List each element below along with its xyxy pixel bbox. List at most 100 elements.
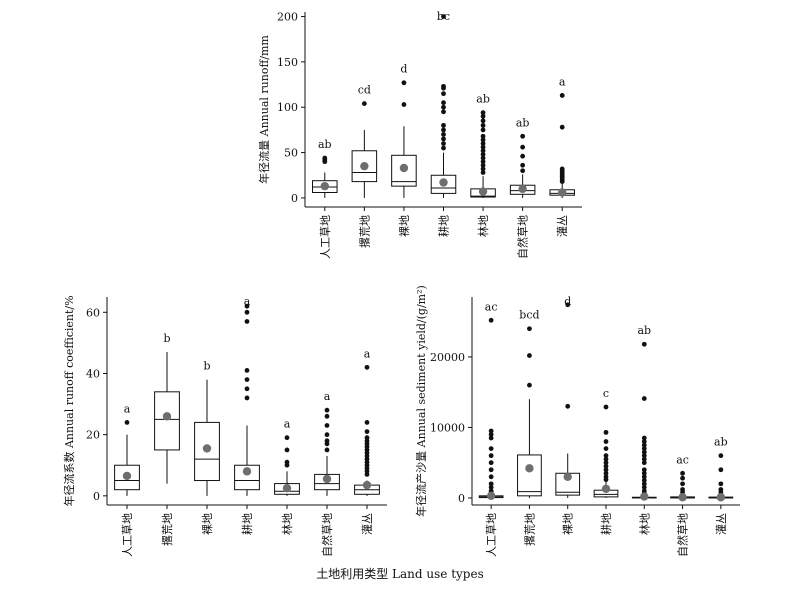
outlier-point: [441, 109, 446, 115]
outlier-point: [244, 386, 250, 392]
category-label: 林地: [476, 215, 490, 237]
box-3: d: [391, 63, 417, 198]
outlier-point: [603, 446, 609, 451]
category-label: 撂荒地: [522, 513, 536, 546]
y-tick-label: 0: [458, 492, 465, 505]
outlier-point: [324, 438, 330, 444]
outlier-point: [603, 463, 609, 469]
outlier-point: [488, 467, 494, 473]
outlier-point: [488, 432, 494, 437]
outlier-point: [441, 104, 446, 110]
box-4: bc: [430, 10, 457, 198]
outlier-point: [641, 456, 647, 462]
box-6: ac: [670, 453, 695, 502]
outlier-point: [480, 166, 486, 172]
runoff-panel: 0 50 100 150 200 年径流量 Annual runoff/mm 人工草地 ab 撂…: [257, 10, 582, 259]
outlier-point: [603, 456, 609, 462]
outlier-point: [641, 481, 647, 487]
outlier-point: [680, 481, 685, 487]
outlier-point: [488, 453, 494, 459]
y-tick-label: 20: [86, 429, 100, 442]
outlier-point: [480, 137, 486, 143]
outlier-point: [324, 432, 330, 438]
outlier-point: [441, 141, 446, 146]
outlier-point: [603, 474, 609, 480]
mean-point: [282, 483, 292, 493]
mean-point: [518, 184, 527, 194]
outlier-point: [480, 110, 486, 116]
outlier-point: [603, 467, 609, 473]
significance-letter: bcd: [519, 309, 539, 322]
outlier-point: [364, 420, 370, 425]
outlier-point: [480, 159, 486, 165]
category-label: 裸地: [200, 513, 214, 535]
box-1: ac: [478, 300, 504, 501]
outlier-point: [641, 341, 647, 347]
category-label: 裸地: [397, 215, 411, 237]
outlier-point: [641, 442, 647, 448]
outlier-point: [520, 168, 526, 174]
category-label: 自然草地: [516, 215, 530, 259]
outlier-point: [718, 453, 724, 459]
significance-letter: ab: [318, 138, 332, 151]
outlier-point: [441, 91, 446, 97]
outlier-point: [718, 487, 724, 492]
outlier-point: [480, 151, 486, 157]
outlier-point: [480, 155, 486, 161]
category-label: 撂荒地: [357, 215, 371, 248]
y-axis-label: 年径流系数 Annual runoff coefficient/%: [62, 295, 76, 506]
outlier-point: [488, 435, 494, 441]
outlier-point: [124, 420, 130, 425]
outlier-point: [441, 132, 446, 137]
outlier-point: [641, 470, 647, 476]
mean-point: [478, 187, 488, 196]
outlier-point: [603, 404, 609, 410]
box-3: d: [555, 295, 581, 498]
outlier-point: [480, 133, 486, 139]
x-axis-label: 土地利用类型 Land use types: [316, 567, 484, 581]
box-7: ab: [708, 436, 734, 502]
box-6: ab: [509, 116, 536, 198]
category-label: 人工草地: [121, 513, 134, 557]
outlier-point: [603, 429, 609, 435]
box-4: a: [234, 295, 260, 496]
category-label: 自然草地: [320, 513, 334, 557]
outlier-point: [441, 83, 446, 89]
category-label: 撂荒地: [160, 513, 174, 546]
outlier-point: [565, 403, 571, 409]
outlier-point: [641, 484, 647, 490]
significance-letter: a: [364, 347, 371, 360]
box-6: a: [314, 390, 340, 496]
significance-letter: ab: [516, 116, 530, 129]
significance-letter: a: [559, 75, 566, 88]
significance-letter: a: [124, 402, 131, 415]
outlier-point: [680, 470, 685, 476]
y-tick-label: 0: [93, 490, 100, 503]
box-iqr: [154, 391, 180, 451]
box-iqr: [430, 174, 457, 194]
mean-point: [716, 493, 726, 502]
category-label: 灌丛: [715, 513, 728, 535]
significance-letter: a: [324, 390, 331, 403]
outlier-point: [603, 439, 609, 444]
box-iqr: [517, 454, 542, 497]
outlier-point: [559, 166, 565, 172]
significance-letter: c: [603, 387, 609, 400]
category-label: 林地: [637, 513, 651, 535]
box-5: ab: [470, 93, 496, 198]
mean-point: [399, 163, 409, 173]
box-iqr: [114, 464, 140, 491]
y-tick-label: 40: [86, 367, 100, 380]
outlier-point: [641, 474, 647, 480]
box-iqr: [194, 421, 220, 482]
outlier-point: [641, 467, 647, 473]
outlier-point: [364, 435, 370, 441]
outlier-point: [480, 144, 486, 150]
outlier-point: [641, 477, 647, 483]
box-iqr: [391, 154, 417, 187]
y-tick-label: 20000: [430, 351, 465, 364]
outlier-point: [480, 118, 486, 124]
outlier-point: [641, 439, 647, 444]
outlier-point: [284, 435, 290, 441]
mean-point: [320, 181, 329, 191]
